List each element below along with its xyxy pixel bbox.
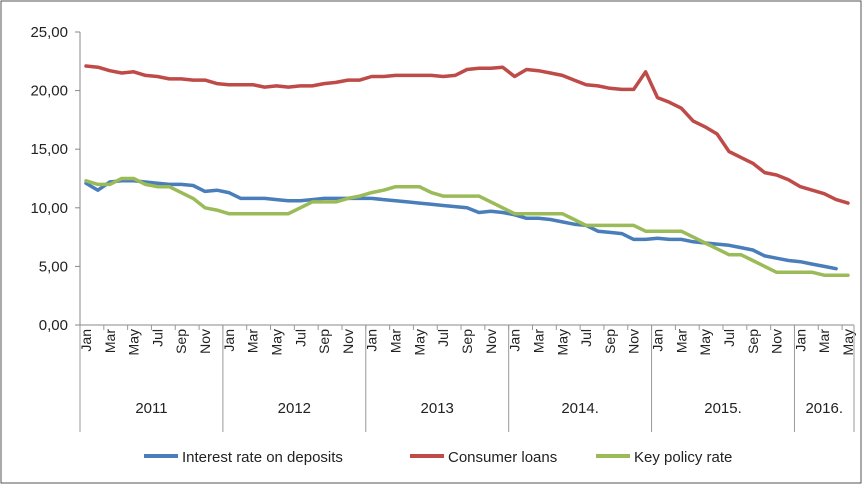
x-tick-label: Jan	[221, 329, 237, 352]
year-label: 2015.	[704, 400, 742, 417]
x-tick-label: May	[697, 329, 713, 355]
series-line-consumer-loans	[84, 64, 850, 205]
x-tick-label: Nov	[197, 329, 213, 354]
x-tick-label: Jan	[364, 329, 380, 352]
x-tick-label: May	[840, 329, 856, 355]
y-tick-label: 20,00	[30, 83, 68, 100]
x-tick-label: Sep	[459, 329, 475, 354]
year-label: 2014.	[561, 400, 599, 417]
x-tick-label: May	[411, 329, 427, 355]
x-tick-label: Jan	[792, 329, 808, 352]
year-label: 2016.	[805, 400, 843, 417]
x-tick-label: May	[126, 329, 142, 355]
x-tick-label: Nov	[769, 329, 785, 354]
y-tick-label: 25,00	[30, 24, 68, 41]
year-label: 2013	[421, 400, 454, 417]
x-tick-label: Sep	[316, 329, 332, 354]
x-tick-label: Sep	[745, 329, 761, 354]
series-line-key-policy-rate	[84, 176, 850, 277]
year-label: 2012	[278, 400, 311, 417]
legend-label-interest-rate-on-deposits: Interest rate on deposits	[182, 449, 343, 466]
x-tick-label: Sep	[173, 329, 189, 354]
x-tick-label: Jul	[149, 329, 165, 347]
x-tick-label: Mar	[245, 329, 261, 353]
series-line-interest-rate-on-deposits	[84, 179, 838, 271]
x-tick-label: Mar	[388, 329, 404, 353]
y-tick-label: 10,00	[30, 200, 68, 217]
year-label: 2011	[135, 400, 167, 417]
x-tick-label: May	[554, 329, 570, 355]
x-tick-label: Mar	[816, 329, 832, 353]
x-tick-label: Jan	[650, 329, 666, 352]
x-tick-label: Jan	[507, 329, 523, 352]
x-tick-label: Jul	[721, 329, 737, 347]
x-tick-label: Jul	[292, 329, 308, 347]
x-tick-label: Mar	[102, 329, 118, 353]
x-tick-label: Nov	[626, 329, 642, 354]
x-tick-label: Jan	[78, 329, 94, 352]
x-tick-label: Mar	[530, 329, 546, 353]
x-tick-label: Sep	[602, 329, 618, 354]
x-tick-label: Jul	[578, 329, 594, 347]
y-tick-label: 5,00	[39, 258, 68, 275]
legend-label-consumer-loans: Consumer loans	[448, 449, 557, 466]
y-tick-label: 15,00	[30, 141, 68, 158]
x-tick-label: Jul	[435, 329, 451, 347]
x-tick-label: Mar	[673, 329, 689, 353]
x-tick-label: May	[268, 329, 284, 355]
y-tick-label: 0,00	[39, 317, 68, 334]
legend-label-key-policy-rate: Key policy rate	[634, 449, 732, 466]
x-tick-label: Nov	[340, 329, 356, 354]
x-tick-label: Nov	[483, 329, 499, 354]
